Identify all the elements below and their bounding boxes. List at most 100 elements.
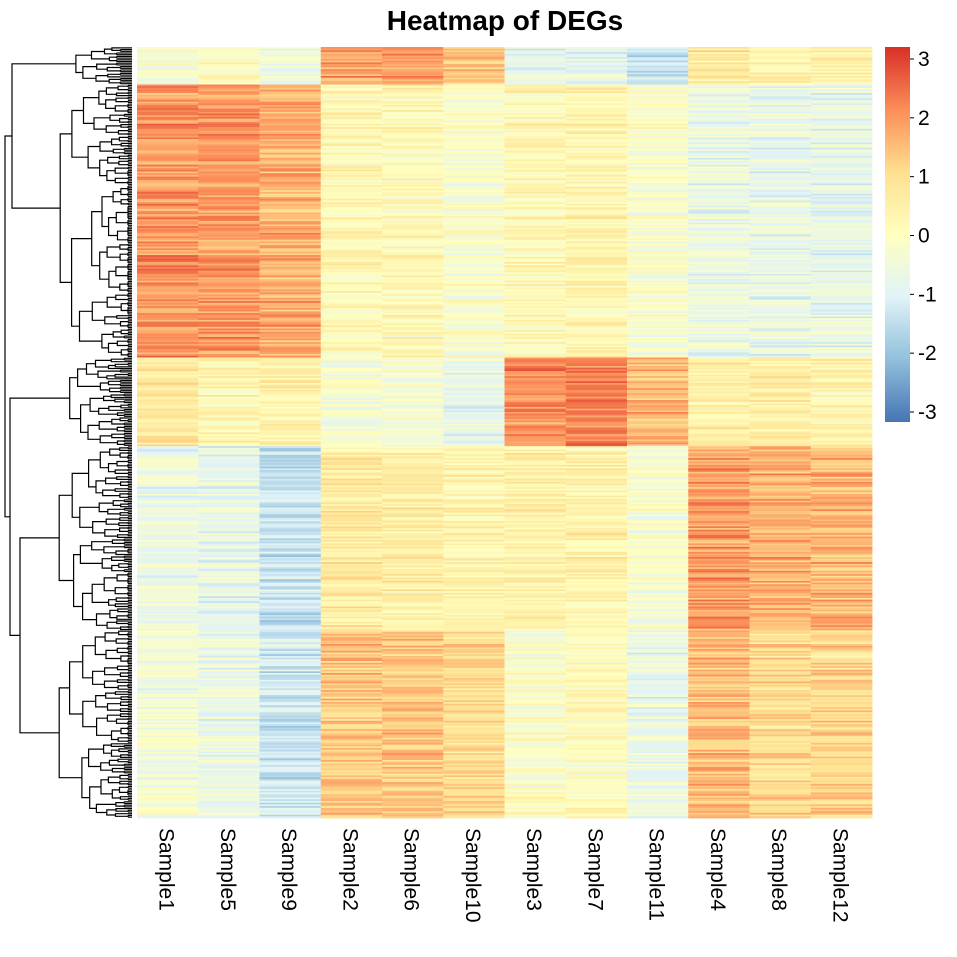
heatmap-cell — [198, 191, 260, 195]
heatmap-cell — [688, 389, 750, 392]
heatmap-cell — [259, 587, 322, 590]
heatmap-cell — [749, 72, 812, 75]
heatmap-cell — [627, 69, 689, 72]
heatmap-cell — [627, 371, 689, 374]
heatmap-cell — [504, 108, 567, 111]
heatmap-cell — [810, 343, 873, 346]
heatmap-cell — [688, 166, 750, 169]
heatmap-cell — [749, 493, 812, 497]
heatmap-cell — [320, 152, 383, 155]
heatmap-cell — [565, 604, 628, 607]
heatmap-cell — [382, 604, 444, 607]
heatmap-cell — [259, 340, 322, 343]
heatmap-cell — [382, 142, 444, 145]
heatmap-cell — [565, 236, 628, 239]
heatmap-cell — [565, 120, 628, 123]
heatmap-cell — [137, 427, 199, 430]
heatmap-cell — [320, 403, 383, 406]
heatmap-cell — [320, 488, 383, 491]
heatmap-cell — [565, 325, 628, 328]
heatmap-cell — [259, 490, 322, 493]
heatmap-cell — [565, 616, 628, 619]
heatmap-cell — [259, 430, 322, 433]
heatmap-cell — [198, 89, 260, 92]
heatmap-cell — [688, 309, 750, 312]
heatmap-cell — [259, 613, 322, 616]
heatmap-cell — [443, 394, 505, 398]
heatmap-cell — [443, 239, 505, 242]
heatmap-cell — [504, 485, 567, 488]
heatmap-cell — [627, 452, 689, 456]
heatmap-cell — [810, 406, 873, 410]
heatmap-cell — [320, 258, 383, 261]
heatmap-cell — [320, 625, 383, 628]
heatmap-cell — [382, 606, 444, 609]
heatmap-cell — [198, 98, 260, 101]
heatmap-cell — [198, 480, 260, 483]
heatmap-cell — [137, 580, 199, 584]
heatmap-cell — [443, 135, 505, 138]
heatmap-cell — [259, 512, 322, 515]
heatmap-cell — [259, 625, 322, 628]
heatmap-cell — [688, 203, 750, 207]
heatmap-cell — [198, 157, 260, 160]
heatmap-cell — [627, 253, 689, 256]
heatmap-cell — [565, 488, 628, 491]
heatmap-cell — [443, 261, 505, 265]
heatmap-cell — [627, 512, 689, 515]
heatmap-cell — [627, 429, 689, 432]
heatmap-cell — [137, 294, 199, 297]
heatmap-cell — [504, 543, 567, 546]
heatmap-cell — [198, 169, 260, 172]
heatmap-cell — [137, 122, 199, 125]
heatmap-cell — [749, 135, 812, 138]
heatmap-cell — [810, 108, 873, 111]
heatmap-cell — [565, 307, 628, 311]
heatmap-cell — [259, 193, 322, 196]
heatmap-cell — [259, 229, 322, 232]
heatmap-cell — [688, 307, 750, 311]
heatmap-cell — [627, 359, 689, 362]
heatmap-cell — [810, 435, 873, 439]
heatmap-cell — [565, 574, 628, 577]
heatmap-cell — [749, 531, 812, 534]
heatmap-cell — [259, 326, 322, 329]
dendrogram-branch — [116, 460, 128, 467]
heatmap-cell — [382, 197, 444, 200]
heatmap-cell — [320, 418, 383, 421]
heatmap-cell — [749, 551, 812, 555]
heatmap-cell — [810, 72, 873, 75]
heatmap-cell — [504, 592, 567, 595]
heatmap-cell — [382, 144, 444, 147]
heatmap-cell — [198, 294, 260, 297]
heatmap-cell — [320, 531, 383, 534]
heatmap-cell — [320, 193, 383, 196]
heatmap-cell — [504, 389, 567, 392]
heatmap-cell — [504, 342, 567, 345]
heatmap-cell — [565, 127, 628, 130]
heatmap-cell — [749, 456, 812, 459]
heatmap-cell — [565, 452, 628, 456]
heatmap-cell — [198, 174, 260, 178]
heatmap-cell — [504, 439, 567, 442]
heatmap-cell — [259, 345, 322, 348]
heatmap-cell — [259, 164, 322, 167]
heatmap-cell — [810, 198, 873, 201]
heatmap-cell — [749, 215, 812, 218]
heatmap-cell — [749, 268, 812, 271]
heatmap-cell — [688, 268, 750, 271]
heatmap-cell — [382, 463, 444, 466]
heatmap-cell — [382, 601, 444, 604]
heatmap-cell — [565, 478, 628, 481]
heatmap-cell — [810, 180, 873, 183]
dendrogram-branch — [116, 340, 128, 347]
heatmap-cell — [810, 623, 873, 626]
heatmap-cell — [565, 466, 628, 469]
heatmap-cell — [627, 191, 689, 195]
heatmap-cell — [627, 348, 689, 352]
heatmap-cell — [627, 125, 689, 128]
heatmap-cell — [627, 72, 689, 75]
heatmap-cell — [565, 384, 628, 387]
heatmap-cell — [504, 331, 567, 334]
heatmap-cell — [810, 47, 873, 50]
